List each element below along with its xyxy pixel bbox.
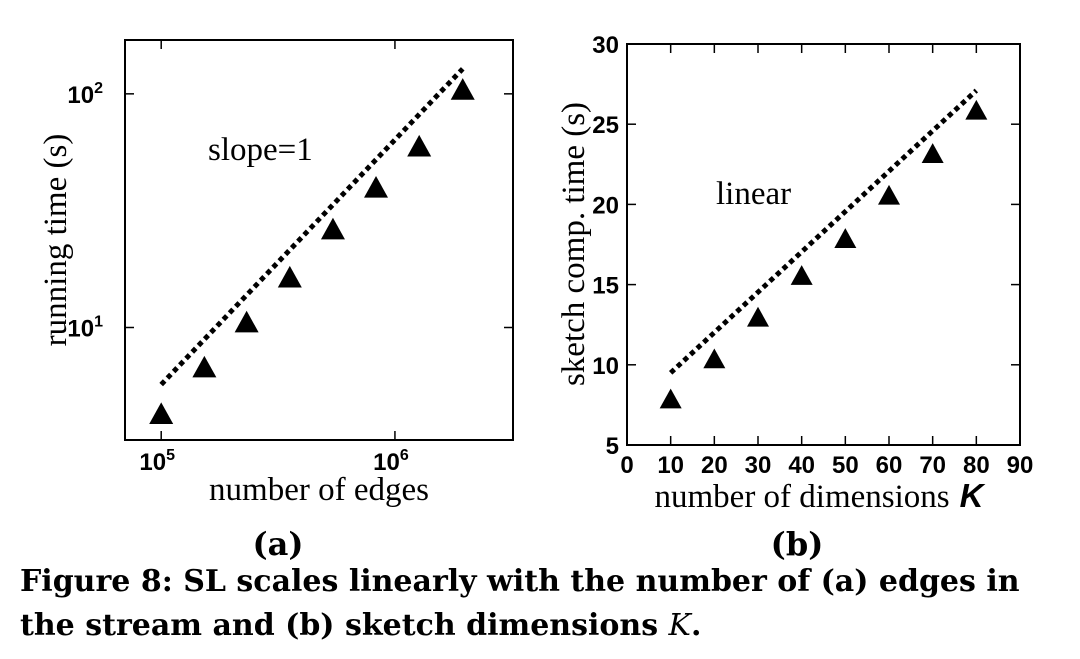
subplot-b: 0 10 20 30 40 50 60 70 80 90 5 10 15 20 25 30 linear nu… [556, 32, 1033, 563]
x-tick-label-b-0: 0 [620, 452, 633, 479]
data-point-b-7 [965, 99, 988, 120]
x-axis-label-a: number of edges [209, 472, 429, 508]
data-point-a-3 [277, 265, 302, 288]
annotation-slope: slope=1 [208, 132, 313, 168]
caption-variable: K [668, 608, 691, 643]
reference-line-b [668, 88, 979, 375]
data-point-b-5 [878, 184, 900, 205]
x-tick-label-b-6: 60 [876, 452, 903, 479]
y-tick-label-b-4: 25 [592, 112, 619, 139]
x-tick-label-b-7: 70 [919, 452, 946, 479]
data-point-b-2 [747, 306, 769, 327]
subplot-label-b: (b) [771, 525, 824, 563]
data-point-a-1 [192, 355, 217, 378]
data-point-a-7 [450, 78, 475, 100]
x-axis-label-b: number of dimensions K [655, 477, 986, 515]
x-tick-label-b-1: 10 [657, 452, 684, 479]
data-point-a-6 [407, 134, 432, 157]
x-tick-label-b-9: 90 [1007, 452, 1034, 479]
subplot-label-a: (a) [252, 525, 303, 563]
data-point-b-4 [834, 228, 857, 248]
x-tick-exp-a-1: 6 [400, 447, 409, 464]
data-point-a-2 [234, 310, 259, 333]
y-tick-label-b-2: 15 [592, 273, 619, 300]
y-tick-exp-a-1: 2 [94, 80, 103, 97]
data-point-b-3 [790, 265, 813, 285]
x-tick-label-b-2: 20 [701, 452, 728, 479]
plot-frame-a [124, 39, 514, 441]
data-point-b-1 [703, 348, 726, 369]
data-point-b-0 [659, 388, 682, 409]
x-axis-label-b-text: number of dimensions [655, 479, 950, 515]
plot-frame-b [626, 43, 1021, 446]
x-tick-label-b-5: 50 [832, 452, 859, 479]
reference-line-a [159, 67, 465, 387]
data-point-a-4 [320, 217, 345, 240]
x-tick-label-b-8: 80 [963, 452, 990, 479]
y-tick-label-a-1: 102 [67, 80, 103, 109]
data-point-a-5 [364, 176, 389, 198]
y-tick-exp-a-0: 1 [94, 313, 103, 330]
y-tick-label-b-0: 5 [606, 433, 619, 460]
caption-end: . [690, 608, 702, 643]
y-tick-label-b-5: 30 [592, 32, 619, 59]
x-tick-label-b-3: 30 [745, 452, 772, 479]
y-tick-label-b-1: 10 [592, 353, 619, 380]
figure-caption: Figure 8: SL scales linearly with the nu… [20, 560, 1070, 648]
x-tick-label-a-0: 105 [139, 447, 175, 476]
x-axis-label-b-var: K [960, 477, 986, 514]
annotation-linear: linear [716, 176, 791, 212]
x-tick-exp-a-0: 5 [166, 447, 175, 464]
caption-text: Figure 8: SL scales linearly with the nu… [20, 564, 1020, 643]
x-tick-label-b-4: 40 [788, 452, 815, 479]
data-point-b-6 [921, 143, 944, 163]
y-axis-label-b: sketch comp. time (s) [556, 102, 592, 386]
data-point-a-0 [149, 402, 174, 424]
y-tick-label-b-3: 20 [592, 192, 619, 219]
y-axis-label-a: running time (s) [38, 134, 74, 347]
